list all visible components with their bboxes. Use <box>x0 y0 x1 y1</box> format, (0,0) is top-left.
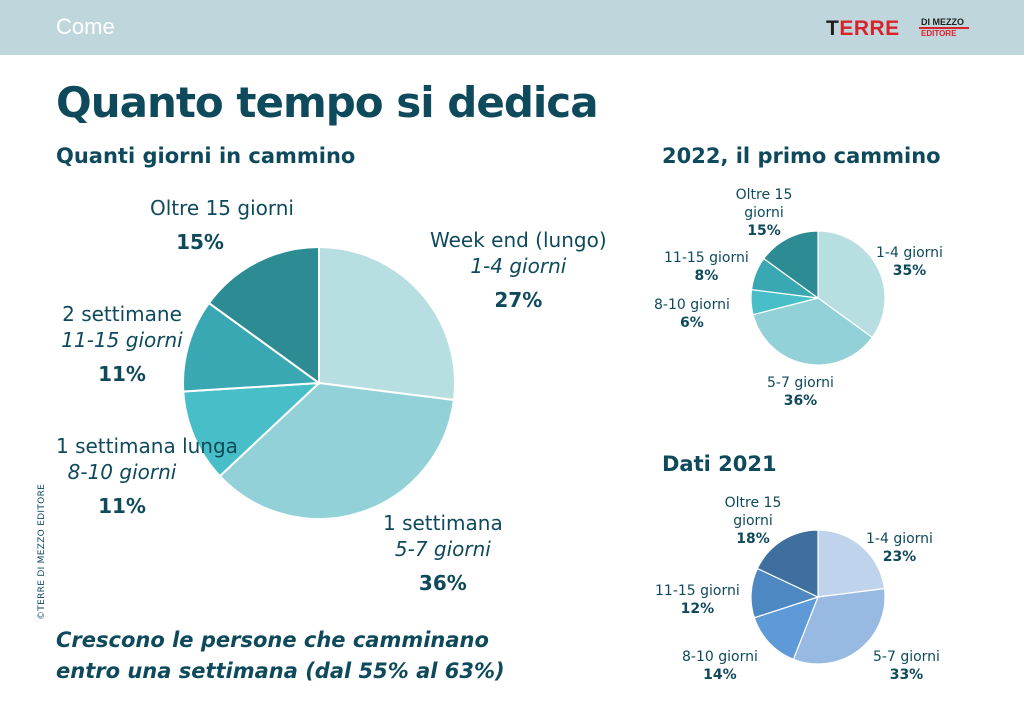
main-label-oltre: Oltre 15 giorni 15% <box>150 196 294 254</box>
label-2021-11-15: 11-15 giorni 12% <box>655 583 740 617</box>
pie-0-slice-1 <box>218 381 456 520</box>
pie-1-slice-0 <box>817 230 886 339</box>
main-label-weekend: Week end (lungo) 1-4 giorni 27% <box>430 228 607 312</box>
pie-0-slice-4 <box>207 245 320 385</box>
pie-0-slice-3 <box>182 301 322 393</box>
chart-title-2021: Dati 2021 <box>662 452 777 476</box>
main-label-1-settimana: 1 settimana 5-7 giorni 36% <box>383 511 503 595</box>
pie-2-slice-4 <box>756 529 819 598</box>
label-2021-8-10: 8-10 giorni 14% <box>682 649 758 683</box>
page-title: Quanto tempo si dedica <box>56 78 599 127</box>
publisher-logo: TERRE DI MEZZO EDITORE <box>826 17 986 45</box>
label-2021-5-7: 5-7 giorni 33% <box>873 649 940 683</box>
pie-2-slice-0 <box>817 529 886 598</box>
main-label-2-settimane: 2 settimane 11-15 giorni 11% <box>61 302 183 386</box>
chart-title-main: Quanti giorni in cammino <box>56 144 356 168</box>
section-label: Come <box>56 14 115 39</box>
label-2022-1-4: 1-4 giorni 35% <box>876 245 943 279</box>
label-2021-oltre: Oltre 15 giorni 18% <box>724 495 782 547</box>
pie-1-slice-1 <box>752 297 874 366</box>
label-2022-11-15: 11-15 giorni 8% <box>664 250 749 284</box>
chart-title-2022: 2022, il primo cammino <box>662 144 941 168</box>
label-2022-oltre: Oltre 15 giorni 15% <box>735 187 793 239</box>
label-2022-5-7: 5-7 giorni 36% <box>767 375 834 409</box>
copyright-notice: ©TERRE DI MEZZO EDITORE <box>37 483 47 620</box>
pie-2-slice-1 <box>792 587 886 665</box>
label-2022-8-10: 8-10 giorni 6% <box>654 297 730 331</box>
pie-0-slice-2 <box>182 381 322 478</box>
main-label-settimana-lunga: 1 settimana lunga 8-10 giorni 11% <box>56 434 238 518</box>
pie-0-slice-0 <box>318 245 456 402</box>
label-2021-1-4: 1-4 giorni 23% <box>866 531 933 565</box>
pie-1-slice-4 <box>762 230 819 300</box>
header-bar: Come TERRE DI MEZZO EDITORE <box>0 0 1024 55</box>
footnote: Crescono le persone che camminano entro … <box>56 628 505 683</box>
